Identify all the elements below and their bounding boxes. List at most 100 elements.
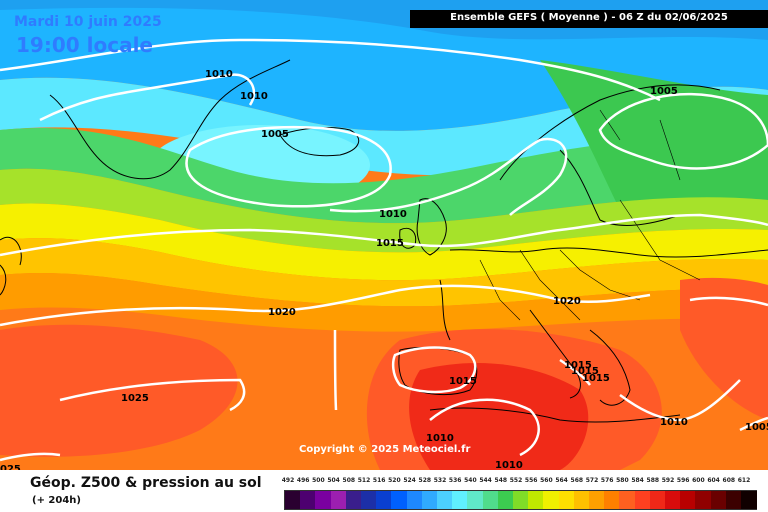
scale-swatch [361,491,377,509]
isobar-1020 [0,284,651,327]
border-line [659,119,681,181]
forecast-lead: (+ 204h) [32,495,81,506]
z500-band-scandinavia [540,60,768,210]
scale-swatch [589,491,605,509]
z500-band-orange [0,273,768,332]
scale-tick-label: 568 [570,477,584,484]
isobar-label: 1025 [121,393,149,404]
forecast-map: 1010 1010 1005 1005 1010 1015 1020 1020 … [0,0,768,470]
scale-tick-label: 544 [479,477,492,484]
north-europe-coast [449,247,768,258]
border-line [619,199,701,281]
z500-band-red-west [0,324,238,457]
scale-tick-label: 576 [600,477,614,484]
scale-swatch [665,491,681,509]
scale-swatch [345,491,362,509]
scale-swatch [406,491,423,509]
scale-tick-label: 508 [342,477,356,484]
scale-tick-label: 596 [676,477,690,484]
scale-swatch [315,491,332,509]
scale-swatch [558,491,575,509]
scale-tick-label: 496 [296,477,310,484]
scale-tick-label: 524 [403,477,416,484]
scale-tick-label: 500 [312,477,325,484]
isobar-1010-eastmed [619,379,741,422]
scale-swatch [649,491,666,509]
color-scale [284,490,758,510]
isobar-label: 1015 [564,360,592,371]
isobar-1015-italy [559,358,592,386]
scale-tick-label: 584 [631,477,644,484]
scale-swatch [376,491,393,509]
scale-swatch [285,491,301,509]
forecast-date: Mardi 10 juin 2025 [14,14,162,30]
copyright-text: Copyright © 2025 Meteociel.fr [299,444,471,455]
z500-band-red-east [680,277,768,420]
scale-tick-label: 492 [281,477,295,484]
isobar-label: 1005 [261,129,289,140]
isobar-label: 1010 [660,417,688,428]
scale-swatch [695,491,712,509]
isobars [0,38,768,462]
model-title: Ensemble GEFS ( Moyenne ) - 06 Z du 02/0… [450,12,728,23]
border-line [519,249,581,321]
z500-band-yellow [0,203,768,281]
borders [479,109,701,321]
scale-swatch [513,491,529,509]
border-line [479,259,521,321]
scale-swatch [467,491,484,509]
isobar-label: 1015 [376,238,404,249]
z500-band-lime [0,168,768,253]
isobar-1025-sw [0,452,61,462]
isobar-1015-iberia [391,346,477,394]
scale-tick-label: 588 [646,477,660,484]
scale-tick-label: 552 [509,477,523,484]
scale-swatch [619,491,636,509]
border-line [559,249,641,301]
scale-swatch [604,491,621,509]
isobar-1010-africa [429,398,540,457]
scale-tick-label: 560 [540,477,553,484]
greenland-coast [49,59,291,180]
isobar-1005-se [739,416,768,432]
scale-tick-label: 540 [464,477,477,484]
isobar-label: 1005 [650,86,678,97]
scale-swatch [391,491,408,509]
isobar-1025 [59,378,246,412]
scale-swatch [497,491,514,509]
isobar-label: 1010 [495,460,523,470]
scale-swatch [421,491,438,509]
scale-tick-label: 580 [616,477,629,484]
isobar-label: 1020 [553,296,581,307]
scale-tick-label: 512 [357,477,371,484]
isobar-label: 1020 [268,307,296,318]
scale-tick-label: 600 [692,477,705,484]
isobar-label: 1010 [240,91,268,102]
forecast-time: 19:00 locale [16,33,153,57]
scale-tick-label: 536 [448,477,462,484]
balkans-coast [589,329,631,406]
scale-tick-label: 516 [372,477,386,484]
isobar-labels: 1010 1010 1005 1005 1010 1015 1020 1020 … [0,69,768,470]
newfoundland-coast [0,264,7,296]
scale-swatch [528,491,545,509]
map-canvas: 1010 1010 1005 1005 1010 1015 1020 1020 … [0,0,768,470]
britain-coast [416,198,447,256]
scale-tick-label: 528 [418,477,432,484]
scale-tick-label: 612 [737,477,751,484]
scale-swatch [452,491,469,509]
isobar-1010-northsea [329,137,568,216]
scale-tick-label: 556 [524,477,538,484]
scale-tick-label: 548 [494,477,508,484]
canada-coast [0,237,22,266]
scale-tick-label: 604 [707,477,720,484]
isobar-1010-north [0,38,661,102]
scale-swatch [741,491,757,509]
isobar-label: 1010 [379,209,407,220]
scale-swatch [437,491,453,509]
scale-swatch [573,491,590,509]
scale-swatch [680,491,697,509]
isobar-1010-greenland [39,73,256,122]
scale-swatch [710,491,727,509]
scale-swatch [634,491,651,509]
